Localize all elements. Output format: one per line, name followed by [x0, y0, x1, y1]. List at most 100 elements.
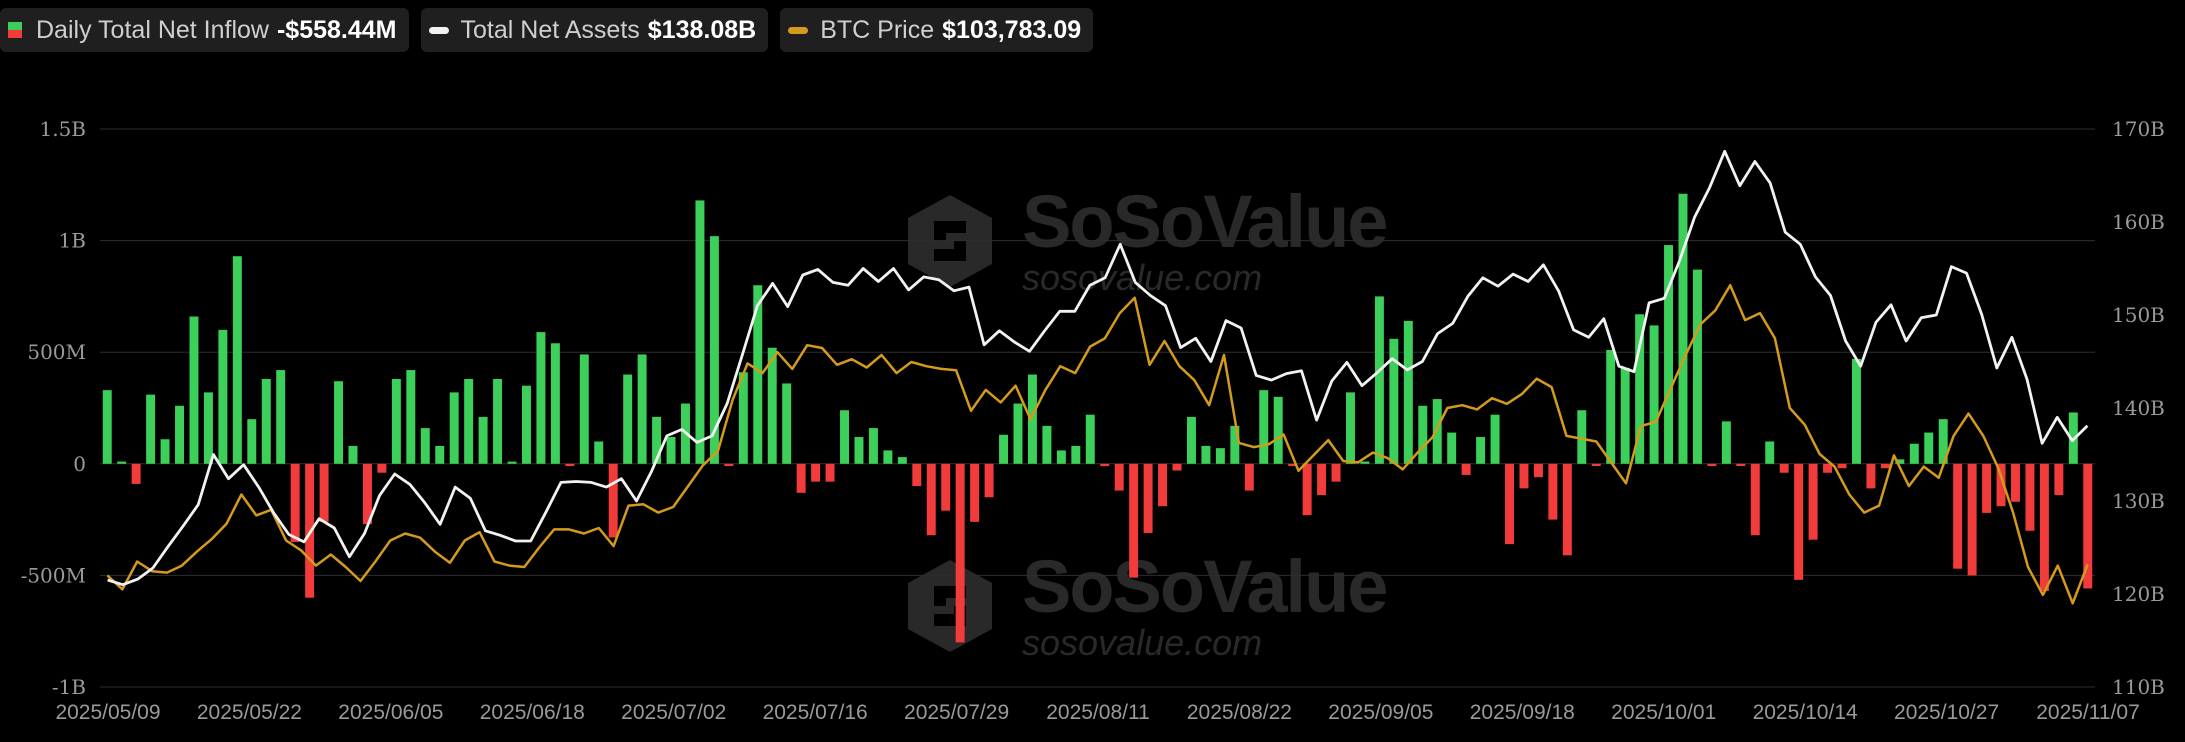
inflow-bar	[579, 354, 589, 464]
right-tick-label: 110B	[2112, 675, 2165, 699]
inflow-bar	[1707, 463, 1717, 467]
inflow-bar	[1403, 320, 1413, 464]
inflow-bar	[1461, 463, 1471, 475]
inflow-bar	[1476, 437, 1486, 464]
inflow-bar	[2025, 463, 2035, 531]
inflow-bar	[1851, 358, 1861, 464]
x-tick-label: 2025/07/29	[904, 701, 1009, 724]
inflow-bar	[218, 329, 228, 464]
inflow-bar	[695, 200, 705, 464]
inflow-bar	[1331, 463, 1341, 482]
x-tick-label: 2025/06/18	[480, 701, 585, 724]
inflow-bar	[608, 463, 618, 538]
watermark-top: SoSoValue sosovalue.com	[900, 180, 1388, 298]
line-swatch-icon	[788, 26, 809, 34]
right-axis-ticks: 170B 160B 150B 140B 130B 120B 110B	[2112, 117, 2165, 699]
inflow-bar	[767, 347, 777, 464]
left-tick-label: 500M	[27, 340, 86, 364]
inflow-bar	[261, 378, 271, 464]
inflow-bar	[348, 445, 358, 464]
watermark-title: SoSoValue	[1022, 180, 1388, 263]
right-tick-label: 170B	[2112, 117, 2165, 141]
inflow-bar	[550, 343, 560, 464]
inflow-bar	[912, 463, 922, 487]
x-tick-label: 2025/07/16	[763, 701, 868, 724]
inflow-bar	[276, 370, 286, 464]
x-tick-label: 2025/08/11	[1046, 701, 1150, 724]
legend-inflow[interactable]: Daily Total Net Inflow -$558.44M	[0, 8, 409, 52]
inflow-bar	[709, 236, 719, 464]
inflow-bar	[521, 385, 531, 464]
inflow-bar	[1837, 463, 1847, 469]
inflow-bar	[1967, 463, 1977, 576]
inflow-bar	[1938, 419, 1948, 464]
inflow-bar	[391, 378, 401, 464]
x-tick-label: 2025/09/05	[1328, 701, 1433, 724]
net-assets-line	[107, 149, 2089, 587]
inflow-bar	[160, 439, 170, 464]
inflow-bar	[449, 392, 459, 464]
inflow-bar	[1114, 463, 1124, 491]
inflow-bar	[464, 378, 474, 464]
inflow-bar	[1013, 403, 1023, 464]
watermark-subtitle: sosovalue.com	[1022, 257, 1263, 298]
inflow-bar	[926, 463, 936, 536]
left-axis-ticks: 1.5B 1B 500M 0 -500M -1B	[21, 117, 86, 699]
inflow-bar	[247, 419, 257, 464]
left-tick-label: -500M	[21, 563, 86, 587]
inflow-bar	[955, 463, 965, 643]
inflow-bar	[1215, 448, 1225, 464]
inflow-bar	[507, 461, 517, 464]
inflow-bar	[897, 457, 907, 464]
legend-inflow-value: -$558.44M	[276, 15, 397, 44]
inflow-bar	[102, 390, 112, 464]
inflow-bar	[1533, 463, 1543, 478]
inflow-bar	[637, 354, 647, 464]
inflow-bar	[1389, 338, 1399, 464]
inflow-bar	[724, 463, 734, 467]
right-tick-label: 120B	[2112, 582, 2165, 606]
inflow-bar	[1360, 461, 1370, 464]
inflow-bar	[941, 463, 951, 511]
inflow-bar	[666, 437, 676, 464]
inflow-bar	[1808, 463, 1818, 540]
inflow-bar	[1635, 314, 1645, 464]
inflow-bar	[175, 405, 184, 464]
left-tick-label: -1B	[52, 675, 86, 699]
inflow-bar	[594, 441, 604, 464]
inflow-bar	[840, 410, 849, 464]
inflow-bar	[1317, 463, 1327, 496]
inflow-bar	[1346, 392, 1355, 464]
inflow-bar	[1288, 463, 1298, 467]
inflow-bar	[189, 316, 199, 464]
right-tick-label: 140B	[2112, 396, 2165, 420]
inflow-bar	[1230, 425, 1240, 464]
inflow-bar	[1505, 463, 1514, 545]
legend-assets-value: $138.08B	[647, 15, 757, 44]
inflow-bar	[854, 437, 864, 464]
inflow-bar	[1895, 459, 1905, 464]
inflow-bar	[1042, 425, 1052, 464]
inflow-bar	[738, 372, 748, 464]
inflow-bar	[334, 381, 344, 464]
inflow-bar	[1577, 410, 1587, 464]
inflow-bar	[146, 394, 156, 464]
btc-price-line	[106, 283, 2089, 605]
legend-btc[interactable]: BTC Price $103,783.09	[780, 8, 1094, 52]
inflow-bar	[362, 463, 372, 525]
inflow-bar	[1143, 463, 1153, 533]
inflow-bar	[984, 463, 994, 498]
left-tick-label: 1.5B	[39, 117, 86, 141]
legend-assets[interactable]: Total Net Assets $138.08B	[420, 8, 769, 52]
inflow-bar	[652, 416, 662, 464]
legend: Daily Total Net Inflow -$558.44M Total N…	[0, 8, 1094, 52]
inflow-bar	[753, 285, 763, 464]
inflow-bar	[1721, 421, 1731, 464]
inflow-bar	[1374, 296, 1384, 464]
inflow-bar	[377, 463, 387, 473]
inflow-bar	[319, 463, 329, 522]
inflow-bar	[406, 370, 416, 464]
inflow-bar	[2054, 463, 2064, 496]
left-tick-label: 1B	[59, 229, 86, 253]
